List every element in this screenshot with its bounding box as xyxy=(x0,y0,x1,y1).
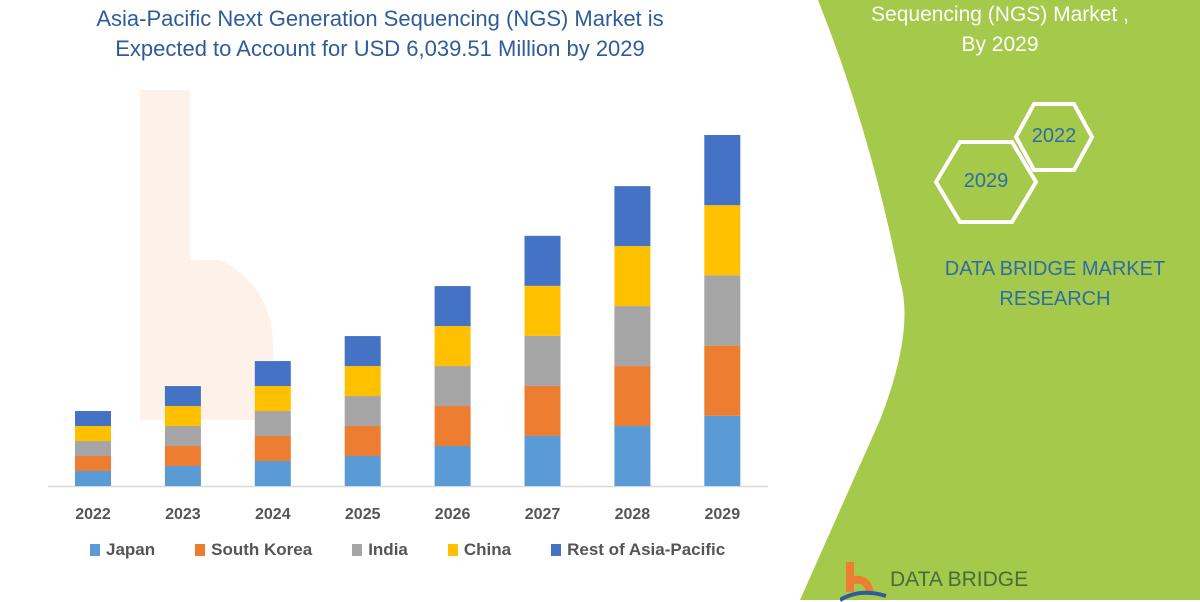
bar-segment-2029-rest-of-asia-pacific xyxy=(704,135,741,206)
bar-segment-2025-rest-of-asia-pacific xyxy=(344,336,381,367)
stacked-bar-chart: 2022 2023 2024 2025 2026 2027 2028 2029 xyxy=(48,135,768,523)
x-tick-label: 2026 xyxy=(435,506,471,523)
side-title: Sequencing (NGS) Market , By 2029 xyxy=(830,0,1170,60)
title-line-1: Asia-Pacific Next Generation Sequencing … xyxy=(96,6,664,31)
legend-swatch xyxy=(352,544,363,556)
bar-segment-2027-rest-of-asia-pacific xyxy=(524,235,561,286)
x-tick-label: 2022 xyxy=(75,506,111,523)
legend-swatch xyxy=(195,544,206,556)
brand-text: DATA BRIDGE MARKET RESEARCH xyxy=(920,254,1190,314)
legend-swatch xyxy=(447,544,458,556)
logo-icon xyxy=(840,562,887,602)
hexagon-2022 xyxy=(1013,102,1095,172)
bar-segment-2027-south-korea xyxy=(524,385,561,436)
logo-text: DATA BRIDGE xyxy=(890,568,1029,591)
hex-label-2029: 2029 xyxy=(963,170,1009,192)
legend-label: Rest of Asia-Pacific xyxy=(567,540,726,559)
bar-segment-2028-japan xyxy=(614,426,651,486)
bar-segment-2026-india xyxy=(434,366,471,407)
legend-item: China xyxy=(447,540,512,560)
bar-segment-2024-south-korea xyxy=(254,436,291,462)
bar-segment-2027-japan xyxy=(524,435,561,486)
legend-item: India xyxy=(352,540,408,560)
bar-segment-2024-india xyxy=(254,411,291,437)
bar-segment-2025-china xyxy=(344,366,381,397)
x-tick-label: 2025 xyxy=(345,506,381,523)
brand-line-2: RESEARCH xyxy=(999,288,1111,310)
side-title-line-1: Sequencing (NGS) Market , xyxy=(871,3,1129,26)
hex-label-2022: 2022 xyxy=(1031,125,1077,147)
side-panel xyxy=(800,0,1200,600)
bar-segment-2024-rest-of-asia-pacific xyxy=(254,361,291,387)
bar-segment-2028-south-korea xyxy=(614,366,651,427)
hexagon-2029 xyxy=(933,140,1039,224)
bar-segment-2025-japan xyxy=(344,456,381,486)
x-tick-label: 2024 xyxy=(255,506,291,523)
legend-swatch xyxy=(90,544,100,556)
bar-segment-2022-china xyxy=(75,426,111,442)
bar-segment-2026-south-korea xyxy=(434,406,471,447)
page-title: Asia-Pacific Next Generation Sequencing … xyxy=(40,4,720,64)
watermark-logo xyxy=(140,90,274,420)
legend-item: Japan xyxy=(90,540,155,560)
bar-segment-2028-india xyxy=(614,306,651,367)
bar-segment-2028-rest-of-asia-pacific xyxy=(614,186,651,247)
x-tick-label: 2029 xyxy=(705,506,741,523)
bar-segment-2022-india xyxy=(75,441,111,457)
title-line-2: Expected to Account for USD 6,039.51 Mil… xyxy=(115,36,645,61)
bar-segment-2024-china xyxy=(254,386,291,412)
bar-segment-2022-south-korea xyxy=(75,456,111,472)
bar-segment-2024-japan xyxy=(254,461,291,486)
bar-segment-2029-south-korea xyxy=(704,345,741,416)
brand-line-1: DATA BRIDGE MARKET xyxy=(944,258,1166,280)
bar-segment-2026-china xyxy=(434,326,471,367)
bar-segment-2028-china xyxy=(614,246,651,307)
bar-segment-2025-south-korea xyxy=(344,426,381,457)
legend-item: Rest of Asia-Pacific xyxy=(551,540,725,560)
bar-segment-2022-rest-of-asia-pacific xyxy=(75,411,111,427)
legend-label: India xyxy=(368,540,408,559)
legend-label: Japan xyxy=(106,540,156,559)
legend-item: South Korea xyxy=(195,540,312,560)
side-title-line-2: By 2029 xyxy=(961,33,1039,56)
x-tick-label: 2027 xyxy=(525,506,561,523)
bar-segment-2025-india xyxy=(344,396,381,427)
bar-segment-2023-china xyxy=(164,406,201,427)
legend-label: South Korea xyxy=(211,540,313,559)
bar-segment-2029-japan xyxy=(704,415,741,486)
bar-segment-2027-china xyxy=(524,285,561,336)
legend-label: China xyxy=(463,540,512,559)
bar-segment-2026-japan xyxy=(434,446,471,486)
bar-segment-2023-japan xyxy=(164,466,201,486)
bar-segment-2022-japan xyxy=(75,471,111,486)
bar-segment-2029-india xyxy=(704,275,741,346)
bar-segment-2023-rest-of-asia-pacific xyxy=(164,386,201,407)
bar-segment-2029-china xyxy=(704,205,741,276)
bar-segment-2026-rest-of-asia-pacific xyxy=(434,286,471,327)
legend: Japan South Korea India China Rest of Asia-P… xyxy=(90,540,725,560)
bar-segment-2023-south-korea xyxy=(164,446,201,467)
bar-segment-2023-india xyxy=(164,426,201,447)
x-tick-label: 2023 xyxy=(165,506,201,523)
legend-swatch xyxy=(551,544,562,556)
x-tick-label: 2028 xyxy=(615,506,651,523)
bar-segment-2027-india xyxy=(524,335,561,386)
